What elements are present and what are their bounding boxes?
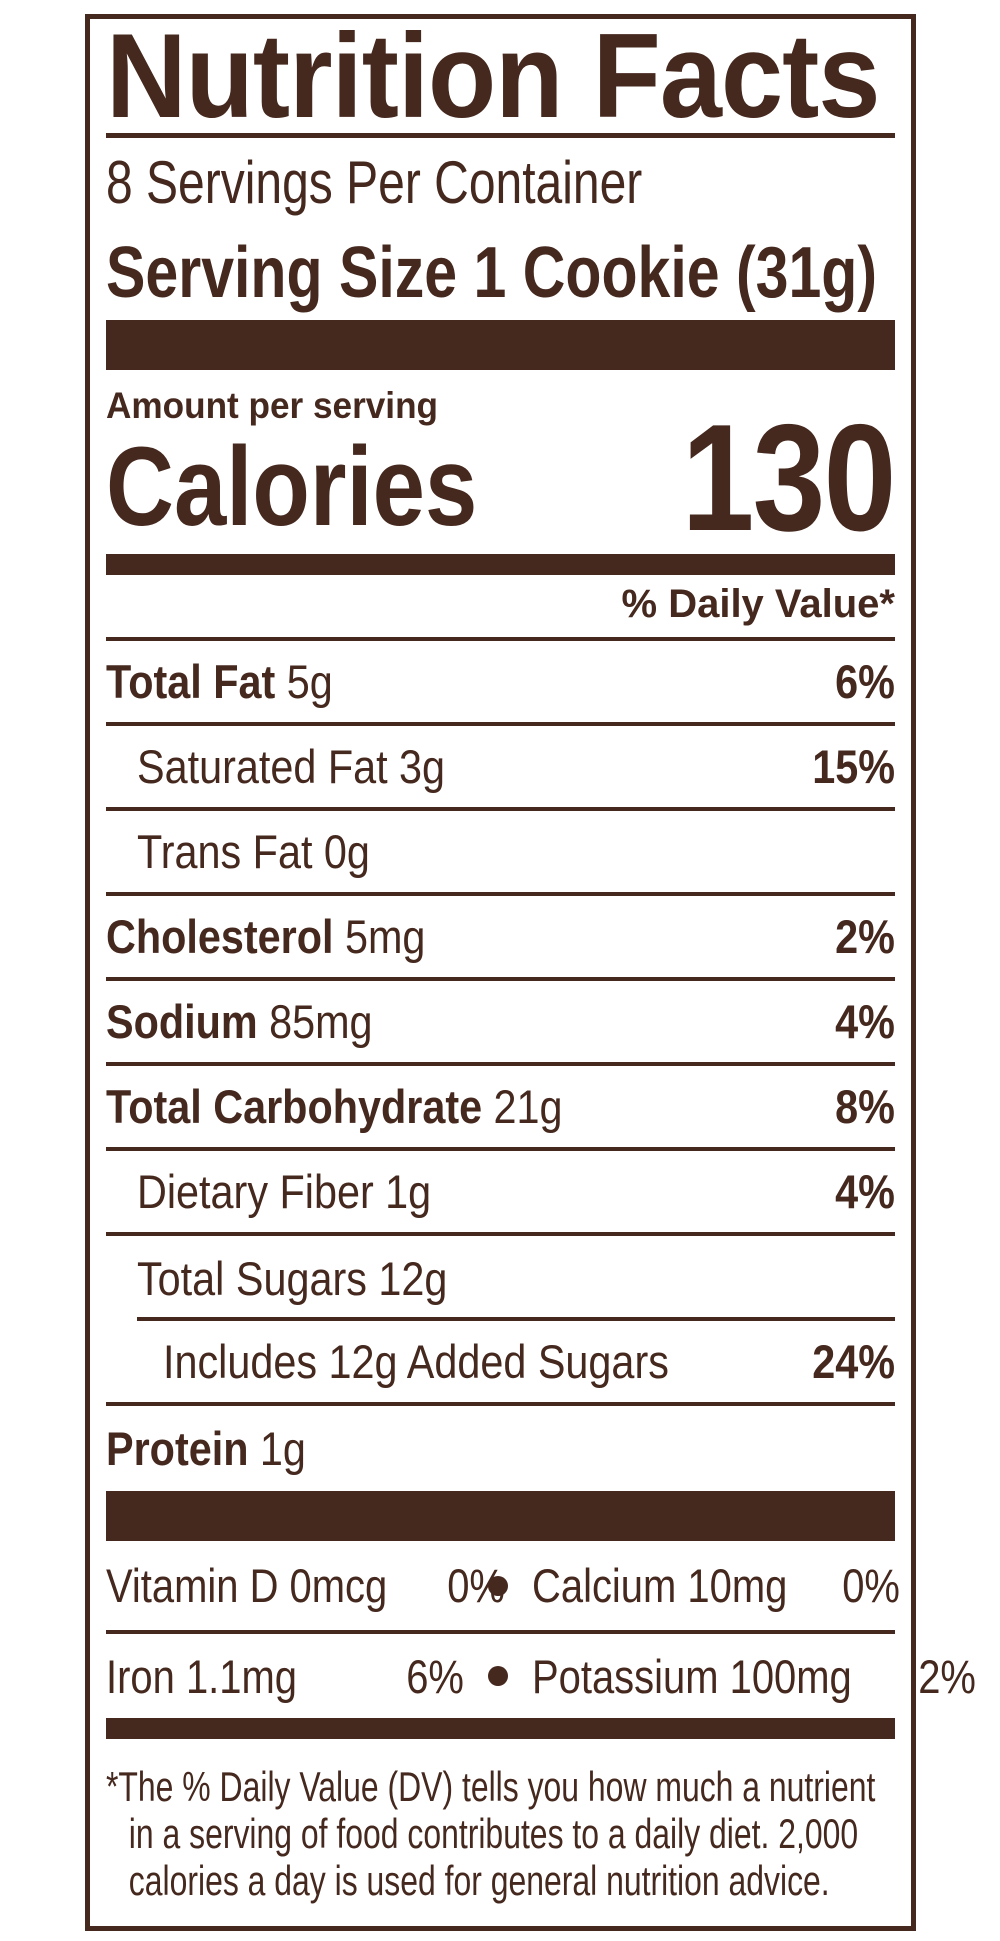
nutrient-amount: 12g (378, 1252, 448, 1305)
vitamin-daily-value: 6% (406, 1649, 464, 1703)
calories-label: Calories (106, 423, 478, 549)
separator-bar-medium (106, 1718, 895, 1739)
separator-bar-medium (106, 554, 895, 575)
nutrient-amount: 1g (259, 1422, 306, 1475)
servings-per-container: 8 Servings Per Container (106, 149, 643, 216)
vitamin-row: Vitamin D 0mcg 0% Calcium 10mg 0% (106, 1541, 900, 1634)
nutrient-row: Total Carbohydrate 21g 8% (106, 1066, 895, 1151)
nutrient-name: Total Carbohydrate (106, 1080, 483, 1133)
daily-value-header: % Daily Value* (106, 575, 895, 641)
nutrient-row: Total Fat 5g 6% (106, 641, 895, 726)
nutrient-row: Cholesterol 5mg 2% (106, 896, 895, 981)
vitamin-name: Vitamin D 0mcg (106, 1559, 388, 1612)
nutrition-facts-label: Nutrition Facts 8 Servings Per Container… (85, 8, 976, 1931)
vitamin-name: Potassium 100mg (532, 1649, 852, 1703)
nutrient-row: Protein 1g (106, 1406, 895, 1491)
nutrient-daily-value: 4% (835, 1165, 895, 1218)
nutrient-daily-value: 8% (835, 1080, 895, 1133)
nutrient-daily-value: 2% (835, 910, 895, 963)
nutrient-row: Total Sugars 12g (106, 1236, 895, 1321)
nutrient-row: Dietary Fiber 1g 4% (106, 1151, 895, 1236)
title-rule (106, 133, 895, 138)
nutrient-row: Sodium 85mg 4% (106, 981, 895, 1066)
nutrient-amount: 3g (399, 740, 446, 793)
serving-size-line: Serving Size 1 Cookie (31g) (106, 233, 877, 313)
separator-bar-thick (106, 320, 895, 370)
bullet-separator-icon (488, 1575, 508, 1596)
nutrient-name: Total Fat (106, 655, 276, 708)
nutrient-name: Dietary Fiber (137, 1165, 374, 1218)
nutrient-amount: 85mg (269, 995, 373, 1048)
nutrient-amount: 1g (385, 1165, 432, 1218)
nutrient-row: Trans Fat 0g (106, 811, 895, 896)
vitamin-table: Vitamin D 0mcg 0% Calcium 10mg 0% Iron 1… (106, 1541, 976, 1718)
nutrient-name: Includes 12g Added Sugars (163, 1335, 669, 1388)
nutrient-daily-value: 6% (835, 655, 895, 708)
nutrient-name: Sodium (106, 995, 258, 1048)
footnote-line: in a serving of food contributes to a da… (128, 1810, 859, 1857)
calories-value: 130 (682, 393, 897, 564)
separator-bar-thick (106, 1491, 895, 1541)
vitamin-row: Iron 1.1mg 6% Potassium 100mg 2% (106, 1634, 976, 1718)
vitamin-daily-value: 0% (447, 1559, 505, 1612)
nutrient-amount: 0g (323, 825, 370, 878)
nutrient-daily-value: 24% (812, 1335, 895, 1388)
nutrient-row: Includes 12g Added Sugars 24% (106, 1321, 895, 1406)
nutrient-name: Protein (106, 1422, 249, 1475)
vitamin-daily-value: 2% (918, 1649, 977, 1703)
daily-value-footnote: *The % Daily Value (DV) tells you how mu… (106, 1763, 895, 1904)
label-title: Nutrition Facts (106, 8, 880, 143)
footnote-line: *The % Daily Value (DV) tells you how mu… (106, 1763, 876, 1810)
nutrient-daily-value: 4% (835, 995, 895, 1048)
nutrient-name: Cholesterol (106, 910, 334, 963)
nutrient-amount: 21g (493, 1080, 563, 1133)
nutrient-name: Trans Fat (137, 825, 313, 878)
nutrient-table: Total Fat 5g 6% Saturated Fat 3g 15% Trans… (106, 641, 895, 1491)
footnote-line: calories a day is used for general nutri… (128, 1857, 830, 1904)
nutrient-daily-value: 15% (812, 740, 895, 793)
nutrient-name: Total Sugars (137, 1252, 367, 1305)
amount-per-serving-label: Amount per serving (106, 385, 439, 426)
vitamin-name: Calcium 10mg (532, 1559, 788, 1612)
nutrient-amount: 5mg (344, 910, 426, 963)
nutrient-row: Saturated Fat 3g 15% (106, 726, 895, 811)
label-header: Nutrition Facts (106, 8, 895, 143)
nutrient-name: Saturated Fat (137, 740, 388, 793)
calories-row: Calories 130 (106, 403, 897, 554)
vitamin-daily-value: 0% (842, 1559, 901, 1612)
nutrient-amount: 5g (286, 655, 333, 708)
bullet-separator-icon (488, 1666, 508, 1686)
serving-size-value: 1 Cookie (31g) (473, 233, 878, 313)
vitamin-name: Iron 1.1mg (106, 1649, 297, 1703)
serving-size-label: Serving Size (106, 233, 458, 313)
